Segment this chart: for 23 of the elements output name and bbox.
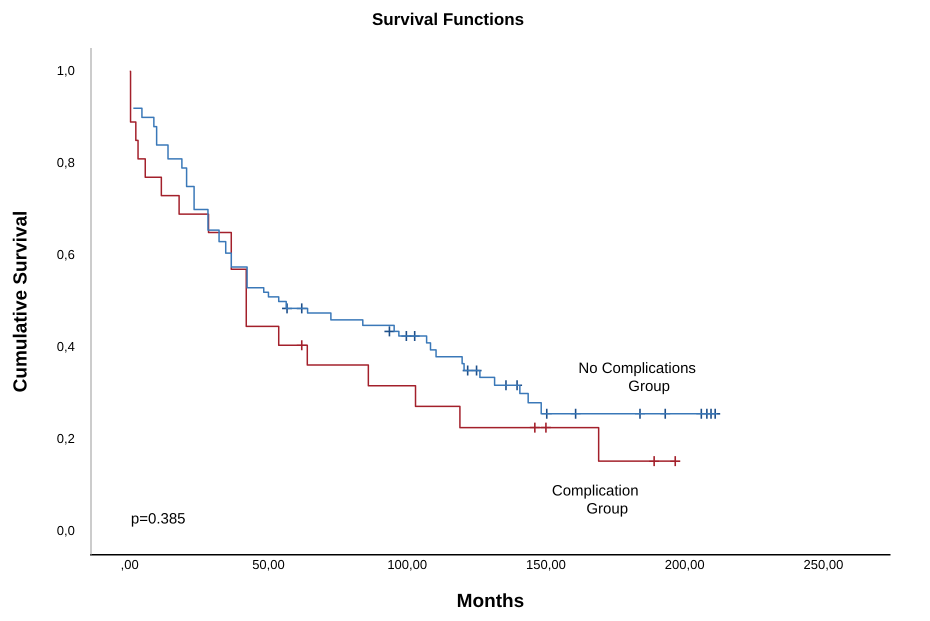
point — [470, 364, 482, 376]
y-axis-title: Cumulative Survival — [10, 210, 32, 392]
x-tick-label: 250,00 — [804, 556, 844, 572]
point — [408, 330, 420, 342]
y-tick-label: 0,8 — [56, 155, 75, 170]
x-tick-label: 200,00 — [664, 556, 705, 572]
annotation: p=0.385 — [130, 510, 186, 528]
x-tick-label: 100,00 — [387, 556, 428, 572]
x-axis-title: Months — [456, 590, 524, 612]
point — [462, 364, 474, 376]
y-tick-label: 0,2 — [56, 431, 75, 446]
x-tick-label: ,00 — [120, 556, 139, 572]
series-label: Complication Group — [552, 482, 639, 518]
y-tick-label: 0,4 — [56, 339, 75, 354]
chart-title: Survival Functions — [372, 10, 524, 29]
series-label: No Complications Group — [578, 360, 696, 395]
x-tick-label: 50,00 — [252, 556, 285, 572]
point — [384, 326, 396, 338]
y-tick-label: 0,6 — [56, 247, 75, 262]
point — [400, 330, 412, 342]
y-tick-label: 1,0 — [56, 62, 75, 78]
y-tick-label: 0,0 — [56, 523, 75, 538]
x-tick-label: 150,00 — [526, 556, 566, 572]
